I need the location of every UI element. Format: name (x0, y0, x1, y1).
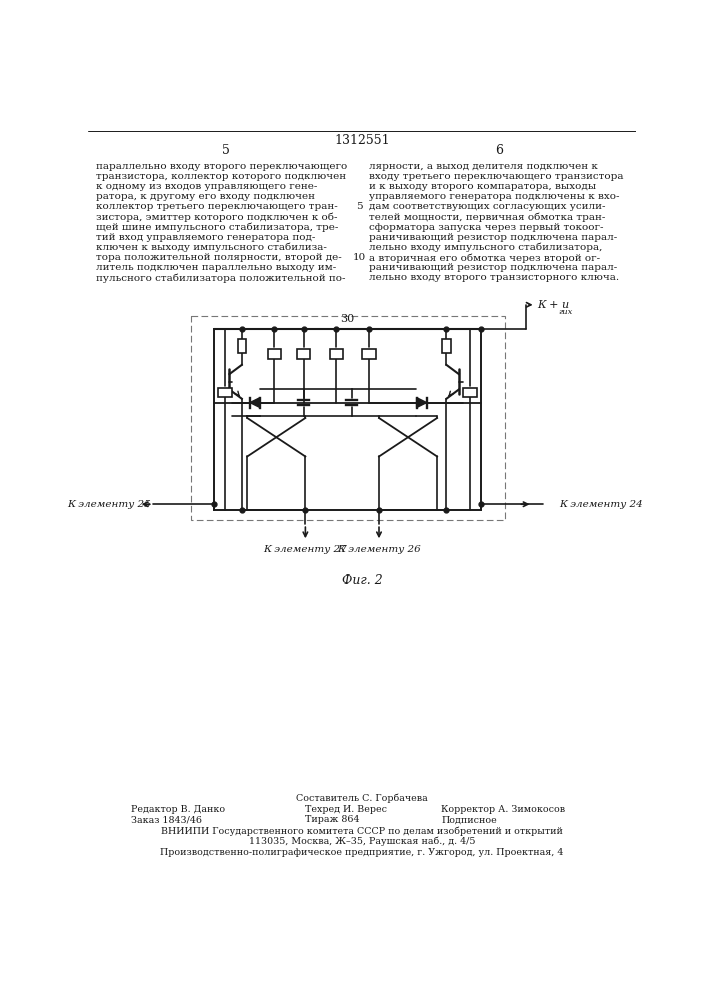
Text: Редактор В. Данко: Редактор В. Данко (131, 805, 225, 814)
Bar (192, 316, 506, 520)
Text: К элементу 26: К элементу 26 (337, 545, 421, 554)
Text: гих: гих (558, 308, 573, 316)
Text: Корректор А. Зимокосов: Корректор А. Зимокосов (441, 805, 565, 814)
Text: раничивающий резистор подключена парал-: раничивающий резистор подключена парал- (369, 263, 617, 272)
Bar (218, 388, 232, 397)
Text: ключен к выходу импульсного стабилиза-: ключен к выходу импульсного стабилиза- (96, 243, 327, 252)
Text: К + u: К + u (537, 300, 569, 310)
Polygon shape (416, 398, 426, 408)
Text: лельно входу второго транзисторного ключа.: лельно входу второго транзисторного ключ… (369, 273, 619, 282)
Text: Тираж 864: Тираж 864 (305, 815, 360, 824)
Text: параллельно входу второго переключающего: параллельно входу второго переключающего (96, 162, 347, 171)
Text: Подписное: Подписное (441, 815, 497, 824)
Text: щей шине импульсного стабилизатора, тре-: щей шине импульсного стабилизатора, тре- (96, 223, 339, 232)
Text: лельно входу импульсного стабилизатора,: лельно входу импульсного стабилизатора, (369, 243, 602, 252)
Bar (297, 349, 310, 359)
Text: К элементу 25: К элементу 25 (67, 500, 151, 509)
Bar (363, 349, 375, 359)
Text: входу третьего переключающего транзистора: входу третьего переключающего транзистор… (369, 172, 624, 181)
Text: 113035, Москва, Ж–35, Раушская наб., д. 4/5: 113035, Москва, Ж–35, Раушская наб., д. … (249, 837, 475, 846)
Text: лярности, а выход делителя подключен к: лярности, а выход делителя подключен к (369, 162, 598, 171)
Text: Техред И. Верес: Техред И. Верес (305, 805, 387, 814)
Text: зистора, эмиттер которого подключен к об-: зистора, эмиттер которого подключен к об… (96, 212, 338, 222)
Text: транзистора, коллектор которого подключен: транзистора, коллектор которого подключе… (96, 172, 346, 181)
Text: управляемого генератора подключены к вхо-: управляемого генератора подключены к вхо… (369, 192, 619, 201)
Text: и к выходу второго компаратора, выходы: и к выходу второго компаратора, выходы (369, 182, 596, 191)
Text: сформатора запуска через первый токоог-: сформатора запуска через первый токоог- (369, 223, 604, 232)
Text: 10: 10 (353, 253, 366, 262)
Text: литель подключен параллельно выходу им-: литель подключен параллельно выходу им- (96, 263, 337, 272)
Text: 5: 5 (356, 202, 363, 211)
Bar (442, 339, 450, 353)
Bar (238, 339, 246, 353)
Text: а вторичная его обмотка через второй ог-: а вторичная его обмотка через второй ог- (369, 253, 600, 263)
Bar (268, 349, 281, 359)
Text: дам соответствующих согласующих усили-: дам соответствующих согласующих усили- (369, 202, 605, 211)
Text: тий вход управляемого генератора под-: тий вход управляемого генератора под- (96, 233, 315, 242)
Text: пульсного стабилизатора положительной по-: пульсного стабилизатора положительной по… (96, 273, 346, 283)
Text: ВНИИПИ Государственного комитета СССР по делам изобретений и открытий: ВНИИПИ Государственного комитета СССР по… (161, 826, 563, 836)
Text: 6: 6 (495, 144, 503, 157)
Bar (464, 388, 477, 397)
Text: 30: 30 (341, 314, 355, 324)
Polygon shape (250, 398, 260, 408)
Text: коллектор третьего переключающего тран-: коллектор третьего переключающего тран- (96, 202, 338, 211)
Text: Производственно-полиграфическое предприятие, г. Ужгород, ул. Проектная, 4: Производственно-полиграфическое предприя… (160, 848, 563, 857)
Text: ратора, к другому его входу подключен: ратора, к другому его входу подключен (96, 192, 315, 201)
Text: раничивающий резистор подключена парал-: раничивающий резистор подключена парал- (369, 233, 617, 242)
Text: Составитель С. Горбачева: Составитель С. Горбачева (296, 794, 428, 803)
Bar (329, 349, 343, 359)
Text: к одному из входов управляющего гене-: к одному из входов управляющего гене- (96, 182, 317, 191)
Text: тора положительной полярности, второй де-: тора положительной полярности, второй де… (96, 253, 342, 262)
Text: 1312551: 1312551 (334, 134, 390, 147)
Bar (214, 329, 481, 510)
Text: К элементу 27: К элементу 27 (264, 545, 347, 554)
Text: 5: 5 (221, 144, 230, 157)
Text: Заказ 1843/46: Заказ 1843/46 (131, 815, 202, 824)
Text: К элементу 24: К элементу 24 (559, 500, 643, 509)
Text: Фиг. 2: Фиг. 2 (341, 574, 382, 587)
Text: телей мощности, первичная обмотка тран-: телей мощности, первичная обмотка тран- (369, 212, 605, 222)
